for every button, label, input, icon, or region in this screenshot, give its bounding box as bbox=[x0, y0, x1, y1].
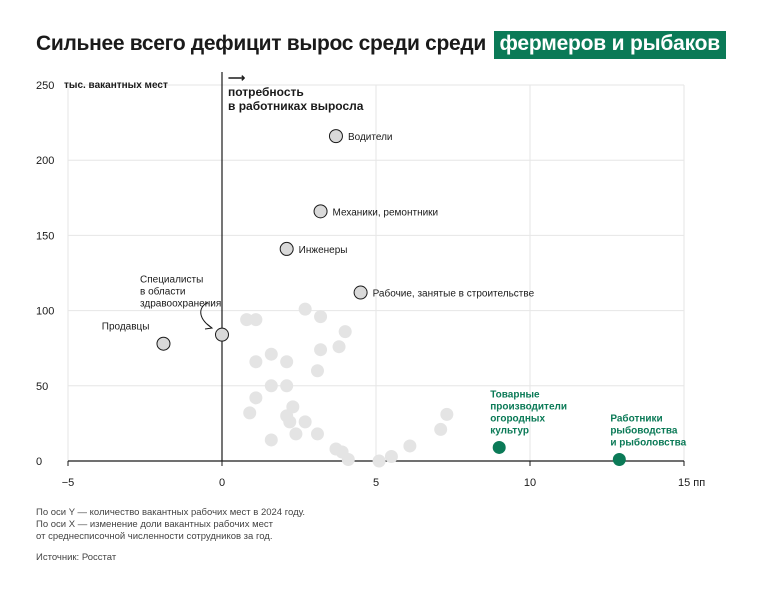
y-tick-label: 150 bbox=[36, 230, 54, 242]
chart-title-highlight: фермеров и рыбаков bbox=[493, 31, 726, 59]
y-tick-label: 0 bbox=[36, 456, 42, 468]
background-point bbox=[298, 415, 312, 429]
labeled-point bbox=[279, 241, 294, 256]
background-point bbox=[298, 302, 312, 316]
annotation-line-2: в работниках выросла bbox=[228, 99, 364, 113]
chart-title-text: Сильнее всего дефицит вырос среди среди bbox=[36, 32, 487, 55]
footnote-line-3: от среднесписочной численности сотрудник… bbox=[36, 531, 273, 542]
highlighted-point-label: Товарные bbox=[490, 389, 540, 400]
growth-annotation: ⟶ потребность в работниках выросла bbox=[228, 71, 364, 113]
background-point bbox=[264, 347, 278, 361]
point-label: здравоохранения bbox=[140, 299, 221, 310]
point-label: Инженеры bbox=[299, 245, 348, 256]
annotation-arrow: ⟶ bbox=[228, 71, 245, 85]
background-point bbox=[243, 406, 257, 420]
chart-title: Сильнее всего дефицит вырос среди среди … bbox=[36, 31, 726, 59]
highlighted-point bbox=[492, 440, 506, 454]
background-points bbox=[240, 302, 454, 468]
y-axis-label: тыс. вакантных мест bbox=[64, 80, 168, 91]
background-point bbox=[264, 433, 278, 447]
background-point bbox=[332, 340, 346, 354]
chart-grid bbox=[67, 84, 685, 461]
background-point bbox=[372, 454, 386, 468]
labeled-point bbox=[328, 129, 343, 144]
point-label: Специалисты bbox=[140, 275, 203, 286]
background-point bbox=[283, 415, 297, 429]
highlighted-point-label: Работники bbox=[610, 412, 662, 424]
y-tick-label: 200 bbox=[36, 155, 54, 167]
background-point bbox=[310, 364, 324, 378]
highlighted-point bbox=[612, 452, 626, 466]
x-tick-label: 0 bbox=[219, 477, 225, 489]
x-tick-label: 10 bbox=[524, 477, 536, 489]
background-point bbox=[249, 391, 263, 405]
scatter-chart: 0 50 100 150 200 250 тыс. вакантных мест −5 0 5 10… bbox=[36, 71, 705, 489]
background-point bbox=[434, 422, 448, 436]
background-point bbox=[240, 313, 254, 327]
background-point bbox=[440, 407, 454, 421]
highlighted-point-label: и рыболовства bbox=[610, 436, 686, 448]
point-label: Механики, ремонтники bbox=[333, 207, 439, 218]
x-tick-label: −5 bbox=[62, 477, 75, 489]
highlighted-point-label: рыбоводства bbox=[610, 424, 678, 436]
highlighted-point-label: культур bbox=[490, 425, 529, 436]
point-label: Водители bbox=[348, 132, 393, 143]
point-label: Рабочие, занятые в строительстве bbox=[373, 288, 535, 300]
footnote: По оси Y — количество вакантных рабочих … bbox=[36, 507, 305, 543]
labeled-point bbox=[215, 327, 229, 342]
labeled-point bbox=[156, 336, 171, 351]
highlighted-point-label: огородных bbox=[490, 413, 545, 424]
x-tick-label: 15 пп bbox=[678, 477, 705, 489]
annotation-line-1: потребность bbox=[228, 85, 304, 99]
background-point bbox=[341, 452, 355, 466]
background-point bbox=[403, 439, 417, 453]
y-tick-label: 100 bbox=[36, 306, 54, 318]
point-label: в области bbox=[140, 286, 186, 298]
x-tick-label: 5 bbox=[373, 477, 379, 489]
background-point bbox=[249, 313, 263, 327]
background-point bbox=[314, 310, 328, 324]
background-point bbox=[264, 379, 278, 393]
background-point bbox=[249, 355, 263, 369]
footnote-line-2: По оси X — изменение доли вакантных рабо… bbox=[36, 519, 274, 530]
background-point bbox=[280, 355, 294, 369]
y-tick-label: 250 bbox=[36, 80, 54, 92]
background-point bbox=[289, 427, 303, 441]
background-point bbox=[280, 379, 294, 393]
labeled-point bbox=[353, 285, 368, 300]
labeled-point bbox=[313, 204, 328, 219]
y-tick-label: 50 bbox=[36, 381, 48, 393]
background-point bbox=[384, 449, 398, 463]
footnote-line-1: По оси Y — количество вакантных рабочих … bbox=[36, 507, 306, 518]
background-point bbox=[314, 343, 328, 357]
labeled-points: Водители Механики, ремонтники Инженеры Рабо… bbox=[102, 129, 535, 351]
tick-labels: 0 50 100 150 200 250 тыс. вакантных мест −5 0 5 10… bbox=[36, 80, 705, 489]
source-note: Источник: Росстат bbox=[36, 552, 117, 563]
callout-arrowhead bbox=[204, 323, 214, 330]
background-point bbox=[338, 325, 352, 339]
highlighted-point-label: производители bbox=[490, 401, 567, 412]
point-label: Продавцы bbox=[102, 322, 150, 333]
background-point bbox=[310, 427, 324, 441]
